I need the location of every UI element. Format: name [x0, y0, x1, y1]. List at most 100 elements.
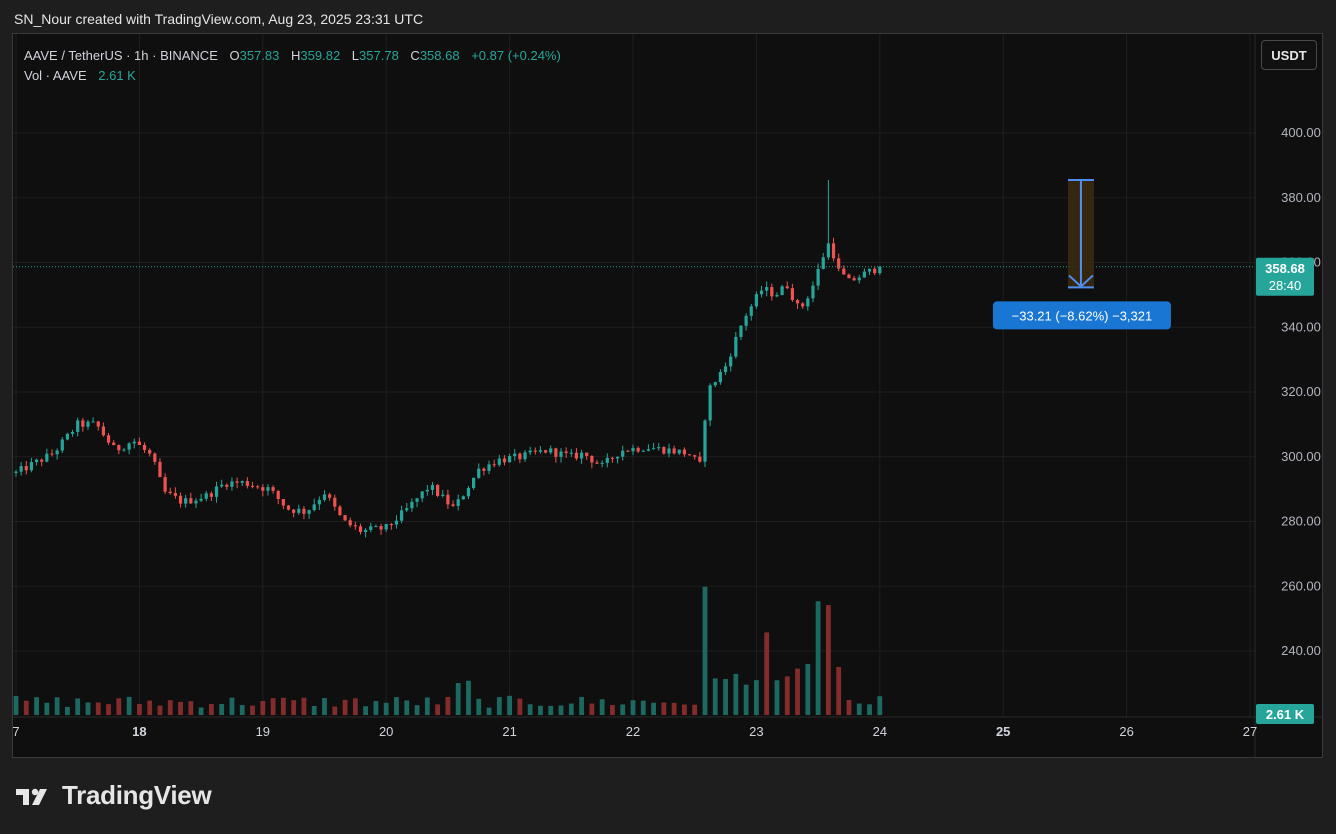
measure-label-box [992, 301, 1171, 330]
candle-body [698, 456, 702, 462]
candle-body [826, 243, 830, 258]
candle-body [543, 450, 548, 453]
volume-bar [856, 703, 862, 715]
price-tick-label: 400.00 [1281, 125, 1321, 140]
volume-bar [301, 697, 307, 715]
volume-bar [466, 680, 471, 715]
candle-body [723, 366, 728, 373]
volume-tag-value: 2.61 K [1266, 707, 1305, 722]
volume-bar [825, 605, 831, 715]
candle-body [718, 372, 723, 383]
price-tick-label: 280.00 [1281, 514, 1321, 529]
candle-body [754, 294, 758, 307]
volume-bar [733, 673, 739, 715]
candle-body [34, 459, 39, 463]
candle-body [744, 315, 748, 326]
candle-body [261, 487, 265, 491]
candle-body [497, 458, 501, 465]
volume-value: 2.61 K [98, 68, 136, 83]
volume-bar [394, 697, 399, 715]
candle-body [96, 421, 100, 427]
volume-legend-row: Vol · AAVE 2.61 K [24, 66, 561, 86]
price-chart[interactable]: 400.00380.00360.00340.00320.00300.00280.… [13, 34, 1323, 758]
candle-body [729, 356, 733, 367]
candle-body [595, 462, 599, 464]
volume-bar [34, 697, 39, 715]
ohlc-legend-row: AAVE / TetherUS · 1h · BINANCE O357.83 H… [24, 46, 561, 66]
time-tick-label: 23 [749, 724, 763, 739]
volume-bar [476, 698, 482, 715]
candle-body [615, 456, 620, 459]
candle-body [523, 452, 527, 460]
open-value: 357.83 [239, 48, 280, 63]
candle-body [693, 455, 697, 457]
symbol-label[interactable]: AAVE / TetherUS · 1h · BINANCE [24, 48, 218, 63]
volume-bar [867, 704, 872, 715]
volume-bar [630, 700, 636, 715]
volume-bar [54, 697, 60, 715]
high-value: 359.82 [300, 48, 341, 63]
chart-panel[interactable]: 400.00380.00360.00340.00320.00300.00280.… [12, 33, 1323, 758]
candle-body [394, 520, 399, 525]
candle-body [292, 509, 296, 513]
candle-body [734, 336, 738, 357]
candle-body [518, 453, 522, 460]
volume-bar [219, 704, 225, 715]
candle-body [878, 266, 882, 274]
candle-body [651, 448, 656, 450]
volume-bar [836, 667, 842, 715]
candle-body [646, 449, 651, 451]
candle-body [333, 497, 337, 507]
volume-bar [671, 702, 677, 715]
candle-body [662, 447, 666, 454]
candle-body [852, 278, 856, 281]
measure-label: −33.21 (−8.62%) −3,321 [1012, 308, 1153, 323]
volume-bar [65, 706, 70, 715]
candle-body [343, 515, 347, 521]
candle-body [189, 498, 193, 504]
candle-body [91, 421, 95, 423]
open-key: O [229, 48, 240, 63]
candle-body [24, 466, 28, 471]
volume-bar [527, 704, 533, 715]
candle-body [230, 481, 234, 487]
volume-bar [620, 704, 626, 715]
candle-body [353, 525, 357, 527]
candle-body [14, 471, 18, 473]
candle-body [425, 489, 429, 492]
candle-body [204, 493, 208, 499]
candle-body [214, 486, 219, 497]
candle-body [245, 481, 249, 486]
candle-body [466, 488, 471, 497]
volume-bar [250, 705, 255, 715]
currency-button[interactable]: USDT [1261, 40, 1317, 70]
candle-body [137, 441, 141, 446]
candle-body [528, 450, 532, 453]
volume-bar [332, 706, 338, 715]
candle-body [867, 268, 872, 272]
candle-body [461, 496, 465, 500]
candle-body [178, 495, 183, 504]
volume-bar [291, 700, 297, 715]
candle-body [790, 288, 794, 301]
candle-body [590, 455, 594, 463]
candle-body [487, 464, 491, 471]
volume-bar [743, 684, 749, 715]
volume-bar [126, 696, 132, 715]
candle-body [533, 450, 537, 452]
time-tick-label: 21 [502, 724, 516, 739]
candle-body [641, 450, 645, 452]
brand-name: TradingView [62, 780, 212, 810]
volume-bar [75, 698, 81, 715]
candle-body [271, 487, 275, 491]
candle-body [76, 420, 80, 432]
candle-body [420, 491, 424, 499]
low-key: L [351, 48, 360, 63]
candle-body [50, 453, 54, 455]
price-tick-label: 300.00 [1281, 449, 1321, 464]
volume-bar [702, 586, 708, 715]
price-tick-label: 240.00 [1281, 643, 1321, 658]
candle-body [436, 484, 440, 496]
candle-body [374, 526, 378, 528]
volume-label[interactable]: Vol · AAVE [24, 68, 87, 83]
